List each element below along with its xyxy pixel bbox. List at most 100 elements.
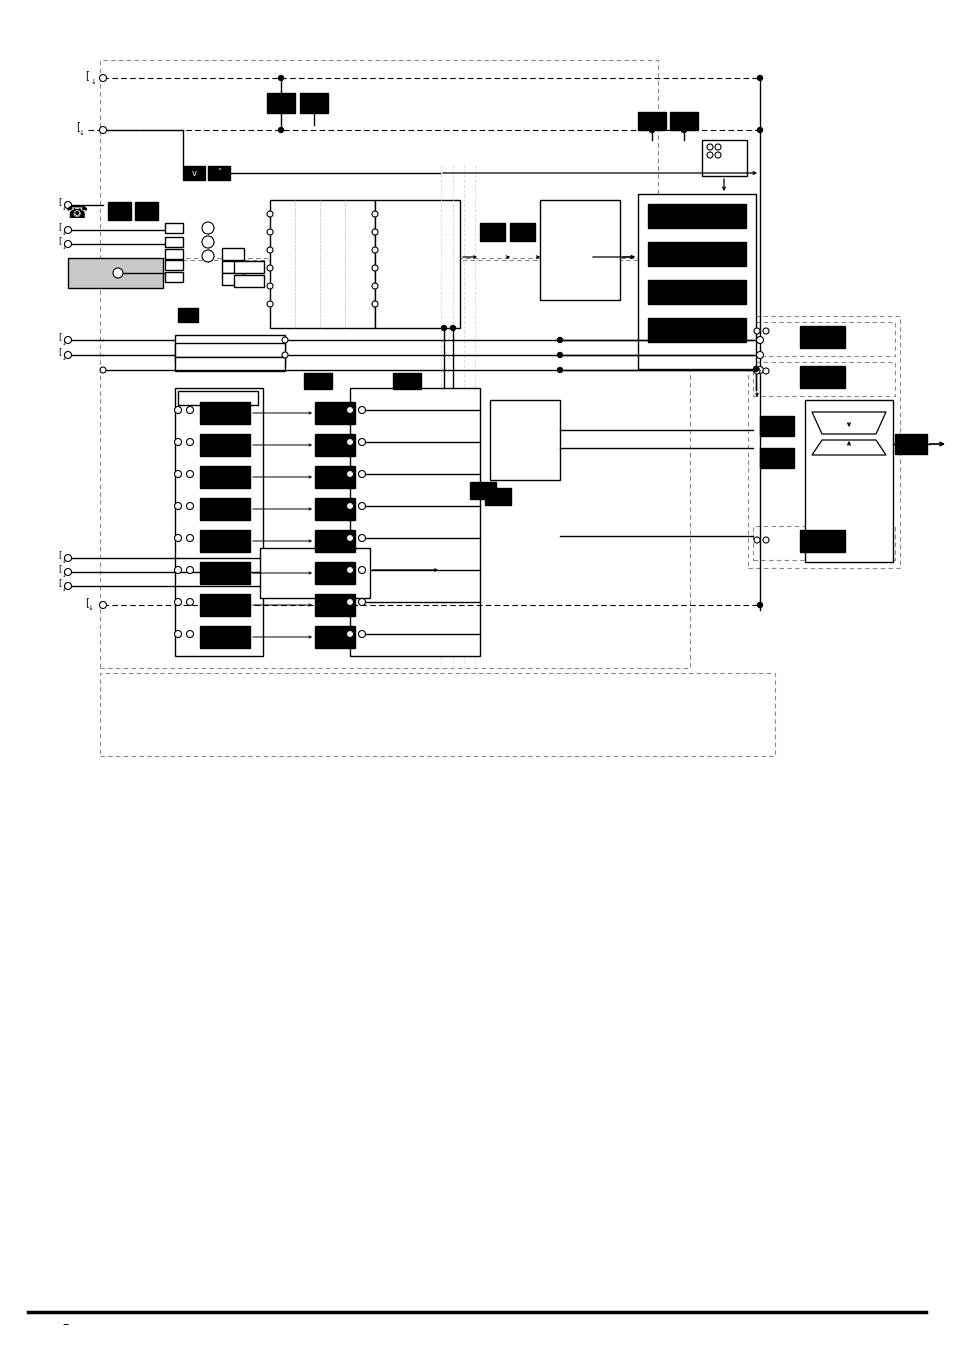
Bar bbox=[669, 112, 698, 130]
Circle shape bbox=[174, 534, 181, 541]
Text: [: [ bbox=[58, 197, 62, 206]
Circle shape bbox=[680, 128, 686, 132]
Circle shape bbox=[358, 599, 365, 606]
Bar bbox=[647, 318, 745, 343]
Bar bbox=[174, 357, 285, 371]
Bar bbox=[200, 434, 250, 456]
Bar bbox=[100, 59, 658, 258]
Circle shape bbox=[186, 567, 193, 573]
Bar bbox=[267, 93, 294, 113]
Text: ↓: ↓ bbox=[91, 80, 97, 85]
Circle shape bbox=[372, 229, 377, 235]
Circle shape bbox=[757, 76, 761, 81]
Text: [: [ bbox=[58, 332, 62, 341]
Circle shape bbox=[282, 352, 288, 357]
Circle shape bbox=[174, 599, 181, 606]
Bar bbox=[647, 241, 745, 266]
Text: [: [ bbox=[58, 550, 62, 560]
Bar bbox=[800, 366, 844, 389]
Circle shape bbox=[649, 128, 654, 132]
Circle shape bbox=[372, 247, 377, 254]
Bar bbox=[165, 237, 183, 247]
Bar bbox=[800, 530, 844, 552]
Circle shape bbox=[757, 128, 761, 132]
Bar bbox=[314, 434, 355, 456]
Circle shape bbox=[65, 336, 71, 344]
Circle shape bbox=[756, 352, 762, 359]
Bar bbox=[174, 343, 285, 357]
Bar bbox=[470, 482, 496, 499]
Bar bbox=[314, 402, 355, 424]
Bar bbox=[200, 626, 250, 648]
Circle shape bbox=[346, 534, 354, 541]
Bar bbox=[510, 223, 535, 241]
Text: –: – bbox=[62, 1318, 69, 1331]
Bar bbox=[299, 93, 328, 113]
Bar bbox=[222, 272, 244, 285]
Text: [: [ bbox=[58, 564, 62, 573]
Text: ↓: ↓ bbox=[62, 356, 67, 360]
Text: ↓: ↓ bbox=[62, 244, 67, 250]
Circle shape bbox=[346, 438, 354, 445]
Circle shape bbox=[174, 630, 181, 638]
Text: [: [ bbox=[58, 223, 62, 232]
Circle shape bbox=[99, 127, 107, 134]
Circle shape bbox=[186, 502, 193, 510]
Circle shape bbox=[762, 537, 768, 544]
Bar bbox=[108, 202, 131, 220]
Bar bbox=[752, 526, 894, 560]
Circle shape bbox=[267, 301, 273, 308]
Bar bbox=[178, 391, 257, 405]
Bar bbox=[165, 272, 183, 282]
Circle shape bbox=[762, 368, 768, 374]
Circle shape bbox=[346, 599, 354, 606]
Circle shape bbox=[756, 367, 762, 374]
Circle shape bbox=[174, 438, 181, 445]
Bar bbox=[760, 448, 793, 468]
Bar bbox=[165, 250, 183, 259]
Circle shape bbox=[706, 152, 712, 158]
Circle shape bbox=[753, 537, 760, 544]
Circle shape bbox=[99, 74, 107, 81]
Circle shape bbox=[267, 229, 273, 235]
Bar bbox=[539, 200, 619, 299]
Circle shape bbox=[174, 567, 181, 573]
Circle shape bbox=[65, 352, 71, 359]
Bar bbox=[174, 389, 263, 656]
Bar bbox=[200, 498, 250, 519]
Bar bbox=[800, 326, 844, 348]
Bar bbox=[208, 166, 230, 179]
Circle shape bbox=[112, 268, 123, 278]
Bar bbox=[200, 563, 250, 584]
Circle shape bbox=[714, 144, 720, 150]
Circle shape bbox=[202, 236, 213, 248]
Circle shape bbox=[174, 471, 181, 478]
Bar bbox=[314, 626, 355, 648]
Bar bbox=[135, 202, 158, 220]
Circle shape bbox=[65, 568, 71, 576]
Circle shape bbox=[346, 567, 354, 573]
Bar bbox=[314, 498, 355, 519]
Bar bbox=[178, 308, 198, 322]
Circle shape bbox=[346, 630, 354, 638]
Bar bbox=[479, 223, 504, 241]
Bar bbox=[647, 204, 745, 228]
Text: [: [ bbox=[58, 236, 62, 246]
Circle shape bbox=[65, 227, 71, 233]
Circle shape bbox=[757, 603, 761, 607]
Circle shape bbox=[186, 471, 193, 478]
Circle shape bbox=[346, 471, 354, 478]
Text: [: [ bbox=[58, 579, 62, 588]
Bar bbox=[314, 594, 355, 616]
Bar bbox=[314, 465, 355, 488]
Bar bbox=[752, 322, 894, 356]
Text: ↓: ↓ bbox=[62, 205, 67, 210]
Circle shape bbox=[65, 554, 71, 561]
Bar bbox=[393, 374, 420, 389]
Circle shape bbox=[358, 438, 365, 445]
Circle shape bbox=[358, 567, 365, 573]
Circle shape bbox=[372, 264, 377, 271]
Text: [: [ bbox=[58, 348, 62, 356]
Circle shape bbox=[706, 144, 712, 150]
Bar bbox=[100, 673, 774, 755]
